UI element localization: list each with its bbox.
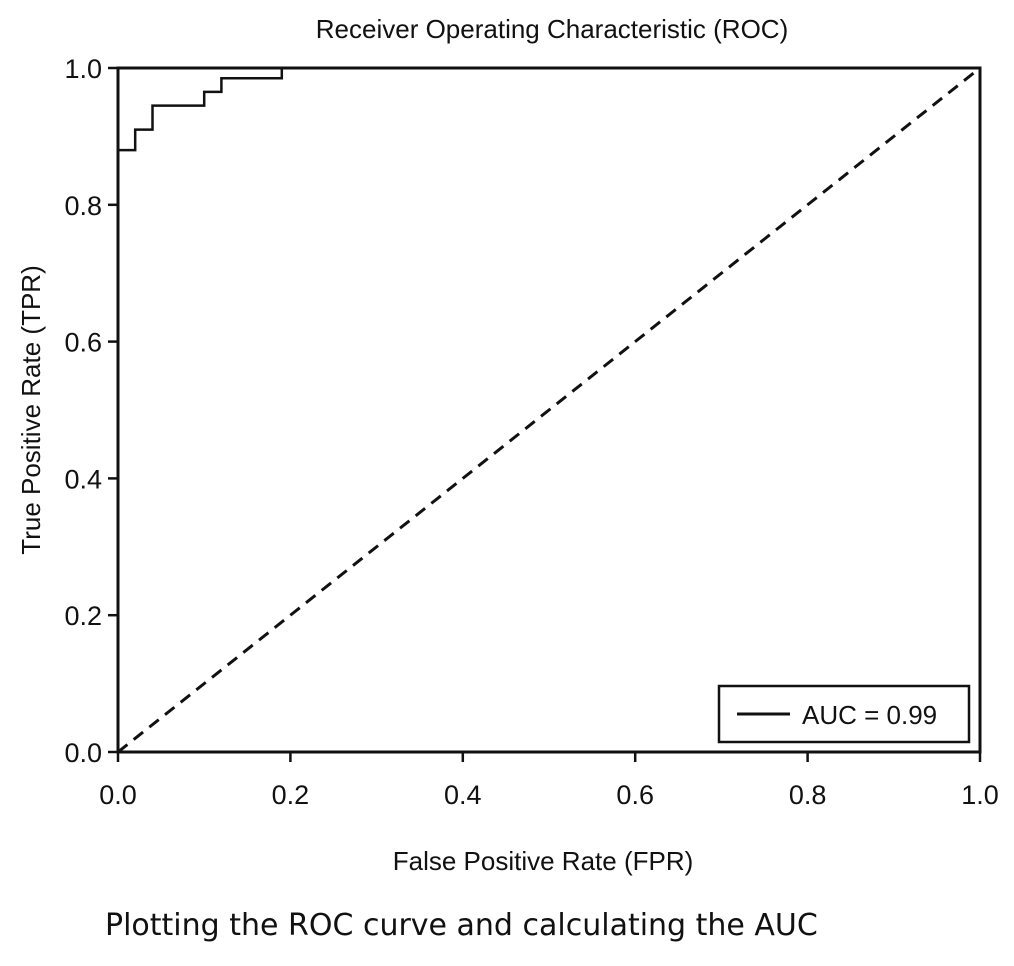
y-axis-label: True Positive Rate (TPR) — [16, 265, 46, 554]
x-tick-label: 0.8 — [789, 780, 827, 810]
x-tick-label: 1.0 — [961, 780, 999, 810]
y-tick-label: 1.0 — [64, 54, 102, 84]
x-axis-label: False Positive Rate (FPR) — [393, 846, 694, 876]
x-tick-label: 0.4 — [444, 780, 482, 810]
plot-frame — [116, 66, 982, 754]
figure-caption: Plotting the ROC curve and calculating t… — [105, 908, 818, 943]
x-tick-label: 0.6 — [616, 780, 654, 810]
x-tick-label: 0.2 — [272, 780, 310, 810]
y-tick-label: 0.0 — [64, 738, 102, 768]
y-tick-label: 0.4 — [64, 464, 102, 494]
legend-entry: AUC = 0.99 — [802, 700, 937, 730]
series-layer — [116, 66, 981, 754]
axis-ticks: 0.0 0.2 0.4 0.6 0.8 1.0 0.0 0.2 0.4 0.6 0.8 1.0 — [64, 54, 998, 810]
x-tick-label: 0.0 — [99, 780, 137, 810]
legend: AUC = 0.99 — [717, 684, 971, 744]
y-tick-label: 0.6 — [64, 328, 102, 358]
y-tick-label: 0.2 — [64, 601, 102, 631]
chance-diagonal-line — [117, 66, 981, 754]
roc-curve-line — [116, 66, 980, 752]
y-tick-label: 0.8 — [64, 191, 102, 221]
chart-title: Receiver Operating Characteristic (ROC) — [316, 14, 788, 44]
